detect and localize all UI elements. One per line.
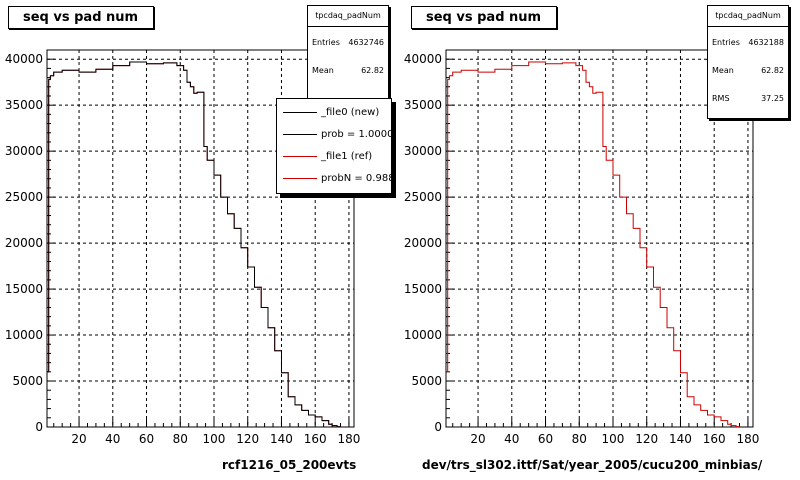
right-mean-label: Mean [712,65,734,75]
legend-line-file1 [283,155,317,157]
left-x-tick-label: 140 [270,432,293,446]
legend-line-prob [283,133,317,135]
right-x-tick-label: 140 [669,432,692,446]
left-y-tick-label: 20000 [5,236,43,250]
left-mean-value: 62.82 [361,65,384,75]
left-series-1-line [47,61,341,428]
legend-label-probn: probN = 0.988861 [321,172,391,184]
left-entries-label: Entries [312,37,340,47]
left-stats-entries-row: Entries 4632746 [308,33,388,51]
right-series-0-line [446,61,740,428]
right-stats-name: tpcdaq_padNum [708,6,788,27]
right-x-tick-label: 60 [538,432,553,446]
legend-line-file0 [283,111,317,113]
right-plot-title: seq vs pad num [411,6,557,29]
right-y-tick-label: 10000 [404,328,442,342]
left-entries-value: 4632746 [348,37,384,47]
right-y-tick-label: 15000 [404,282,442,296]
right-y-tick-label: 20000 [404,236,442,250]
right-entries-value: 4632188 [748,37,784,47]
legend-entry-file1: _file1 (ref) [277,145,391,167]
right-rms-label: RMS [712,93,730,103]
right-mean-value: 62.82 [761,65,784,75]
right-y-tick-label: 30000 [404,144,442,158]
left-x-tick-label: 60 [139,432,154,446]
left-x-tick-label: 20 [71,432,86,446]
left-legend: _file0 (new) prob = 1.000000 _file1 (ref… [276,98,392,194]
left-y-tick-label: 0 [35,420,43,434]
right-y-tick-label: 0 [434,420,442,434]
left-plot-title: seq vs pad num [8,6,154,29]
legend-line-probn [283,177,317,179]
right-stats-rms-row: RMS 37.25 [708,89,788,107]
left-x-tick-label: 120 [236,432,259,446]
right-y-tick-label: 25000 [404,190,442,204]
left-y-tick-label: 40000 [5,52,43,66]
legend-entry-probn: probN = 0.988861 [277,167,391,189]
legend-entry-prob: prob = 1.000000 [277,123,391,145]
left-y-tick-label: 5000 [12,374,43,388]
right-x-tick-label: 180 [736,432,759,446]
left-mean-label: Mean [312,65,334,75]
left-x-tick-label: 160 [304,432,327,446]
left-x-tick-label: 80 [173,432,188,446]
right-x-tick-label: 80 [572,432,587,446]
left-y-tick-label: 35000 [5,98,43,112]
left-x-tick-label: 40 [105,432,120,446]
right-stats-entries-row: Entries 4632188 [708,33,788,51]
left-stats-box: tpcdaq_padNum Entries 4632746 Mean 62.82 [307,5,389,99]
left-y-tick-label: 10000 [5,328,43,342]
legend-label-file0: _file0 (new) [321,106,380,118]
right-y-tick-label: 40000 [404,52,442,66]
right-x-tick-label: 160 [703,432,726,446]
right-y-tick-label: 5000 [411,374,442,388]
legend-entry-file0: _file0 (new) [277,101,391,123]
left-y-tick-label: 30000 [5,144,43,158]
left-x-tick-label: 100 [203,432,226,446]
right-stats-box: tpcdaq_padNum Entries 4632188 Mean 62.82… [707,5,789,119]
left-stats-mean-row: Mean 62.82 [308,61,388,79]
right-plot-title-text: seq vs pad num [426,10,542,25]
right-x-tick-label: 20 [470,432,485,446]
legend-label-file1: _file1 (ref) [321,150,373,162]
left-footer-label: rcf1216_05_200evts [222,458,357,472]
left-stats-name: tpcdaq_padNum [308,6,388,27]
legend-label-prob: prob = 1.000000 [321,128,391,140]
right-y-tick-label: 35000 [404,98,442,112]
right-plot-frame [445,49,754,428]
left-x-tick-label: 180 [337,432,360,446]
right-x-tick-label: 100 [602,432,625,446]
right-x-tick-label: 40 [504,432,519,446]
right-footer-label: dev/trs_sl302.ittf/Sat/year_2005/cucu200… [422,458,763,472]
right-x-tick-label: 120 [635,432,658,446]
left-y-tick-label: 15000 [5,282,43,296]
right-rms-value: 37.25 [761,93,784,103]
left-plot-title-text: seq vs pad num [23,10,139,25]
left-y-tick-label: 25000 [5,190,43,204]
right-entries-label: Entries [712,37,740,47]
right-stats-mean-row: Mean 62.82 [708,61,788,79]
